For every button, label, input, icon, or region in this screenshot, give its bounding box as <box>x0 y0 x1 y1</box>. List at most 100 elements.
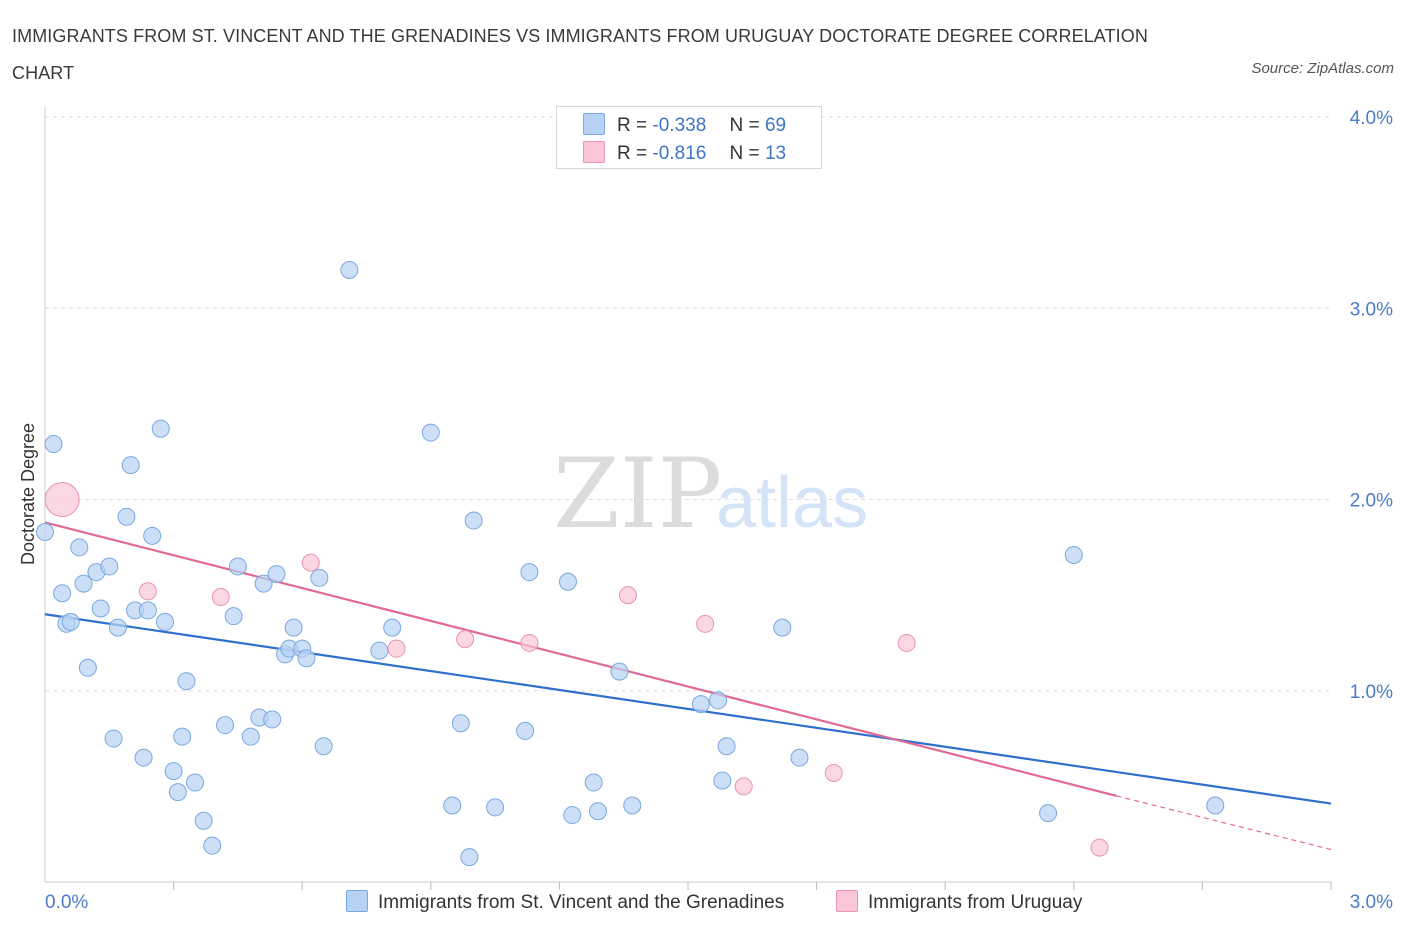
pink-point-5 <box>456 630 475 649</box>
blue-point-57 <box>588 802 607 821</box>
x-tick-label-1: 3.0% <box>1350 892 1393 913</box>
blue-point-5 <box>70 538 89 557</box>
blue-point-59 <box>623 796 642 815</box>
blue-point-18 <box>143 526 162 545</box>
blue-point-58 <box>610 662 629 681</box>
blue-point-27 <box>203 836 222 855</box>
watermark-zip: ZIP <box>553 438 722 550</box>
data-points <box>36 261 1225 867</box>
bottom-legend-label-blue: Immigrants from St. Vincent and the Gren… <box>378 892 785 913</box>
bottom-legend-swatch-pink <box>836 890 858 912</box>
blue-point-20 <box>156 612 175 631</box>
blue-point-44 <box>370 641 389 660</box>
blue-point-31 <box>241 727 260 746</box>
pink-point-1 <box>138 582 157 601</box>
bottom-legend-item-pink: Immigrants from Uruguay <box>836 890 1082 914</box>
source-label: Source: ZipAtlas.com <box>1251 60 1394 77</box>
trend-lines <box>44 521 1332 851</box>
blue-point-14 <box>121 456 140 475</box>
blue-point-1 <box>36 523 54 542</box>
blue-point-40 <box>297 649 316 668</box>
blue-point-67 <box>1064 545 1083 564</box>
blue-point-2 <box>53 584 72 603</box>
blue-point-34 <box>263 710 282 729</box>
blue-point-0 <box>44 435 63 454</box>
blue-point-48 <box>451 714 470 733</box>
x-tick-label-0: 0.0% <box>45 892 88 913</box>
blue-point-60 <box>691 695 710 714</box>
legend-r-value: -0.816 <box>652 143 707 164</box>
watermark: ZIP atlas <box>553 438 868 550</box>
axes <box>44 107 1332 890</box>
legend-row-blue: R = -0.338 N = 69 <box>583 113 786 137</box>
blue-point-51 <box>486 798 505 817</box>
legend-r-value: -0.338 <box>652 115 707 136</box>
pink-point-12 <box>1090 838 1109 857</box>
blue-point-53 <box>520 563 539 582</box>
chart-title: IMMIGRANTS FROM ST. VINCENT AND THE GREN… <box>12 26 1148 83</box>
legend-n-value: 13 <box>764 143 787 164</box>
blue-point-49 <box>460 848 479 867</box>
blue-point-52 <box>516 721 535 740</box>
pink-point-11 <box>897 633 916 652</box>
blue-point-55 <box>563 806 582 825</box>
blue-point-12 <box>108 618 127 637</box>
bottom-legend-label-pink: Immigrants from Uruguay <box>868 892 1083 913</box>
blue-point-45 <box>383 618 402 637</box>
blue-point-28 <box>216 716 235 735</box>
blue-point-62 <box>713 771 732 790</box>
blue-point-68 <box>1206 796 1225 815</box>
blue-point-16 <box>134 748 153 767</box>
blue-point-35 <box>267 565 286 584</box>
blue-point-29 <box>224 607 243 626</box>
blue-point-61 <box>709 691 728 710</box>
blue-point-46 <box>421 423 440 442</box>
blue-point-7 <box>78 658 97 677</box>
pink-point-7 <box>618 586 637 605</box>
blue-point-26 <box>194 811 213 830</box>
blue-point-22 <box>168 783 187 802</box>
y-tick-label-1: 2.0% <box>1350 491 1393 512</box>
blue-point-56 <box>584 773 603 792</box>
legend-swatch-blue <box>583 113 605 135</box>
blue-point-47 <box>443 796 462 815</box>
blue-point-25 <box>186 773 205 792</box>
legend-r-label: R = <box>617 115 648 136</box>
bottom-legend-item-blue: Immigrants from St. Vincent and the Gren… <box>346 890 784 914</box>
blue-point-41 <box>310 568 329 587</box>
blue-point-64 <box>773 618 792 637</box>
legend-n-value: 69 <box>764 115 787 136</box>
legend-r-label: R = <box>617 143 648 164</box>
legend-n-label: N = <box>729 115 760 136</box>
blue-point-17 <box>138 601 157 620</box>
blue-point-63 <box>717 737 736 756</box>
pink-point-3 <box>301 553 320 572</box>
watermark-atlas: atlas <box>716 463 868 543</box>
pink-point-0 <box>44 482 80 517</box>
blue-point-13 <box>117 507 136 526</box>
legend-n-label: N = <box>729 143 760 164</box>
blue-trend-line <box>44 613 1332 805</box>
blue-point-43 <box>340 261 359 279</box>
blue-point-50 <box>464 511 483 530</box>
blue-point-24 <box>177 672 196 691</box>
blue-point-30 <box>228 557 247 576</box>
tick-labels: 1.0% 2.0% 3.0% 4.0% 0.0% 3.0% <box>45 108 1393 913</box>
pink-point-10 <box>824 763 843 782</box>
bottom-legend-swatch-blue <box>346 890 368 912</box>
pink-trend-extension <box>1116 795 1332 851</box>
blue-point-65 <box>790 748 809 767</box>
y-axis-title: Doctorate Degree <box>18 423 38 565</box>
grid-lines <box>45 116 1331 692</box>
pink-trend-line <box>44 521 1117 798</box>
blue-point-19 <box>151 419 170 438</box>
blue-point-10 <box>100 557 119 576</box>
pink-point-9 <box>734 777 753 796</box>
blue-point-21 <box>164 762 183 781</box>
blue-point-42 <box>314 737 333 756</box>
legend-swatch-pink <box>583 141 605 163</box>
blue-point-9 <box>91 599 110 618</box>
y-tick-label-3: 4.0% <box>1350 108 1393 129</box>
y-tick-label-0: 1.0% <box>1350 682 1393 703</box>
